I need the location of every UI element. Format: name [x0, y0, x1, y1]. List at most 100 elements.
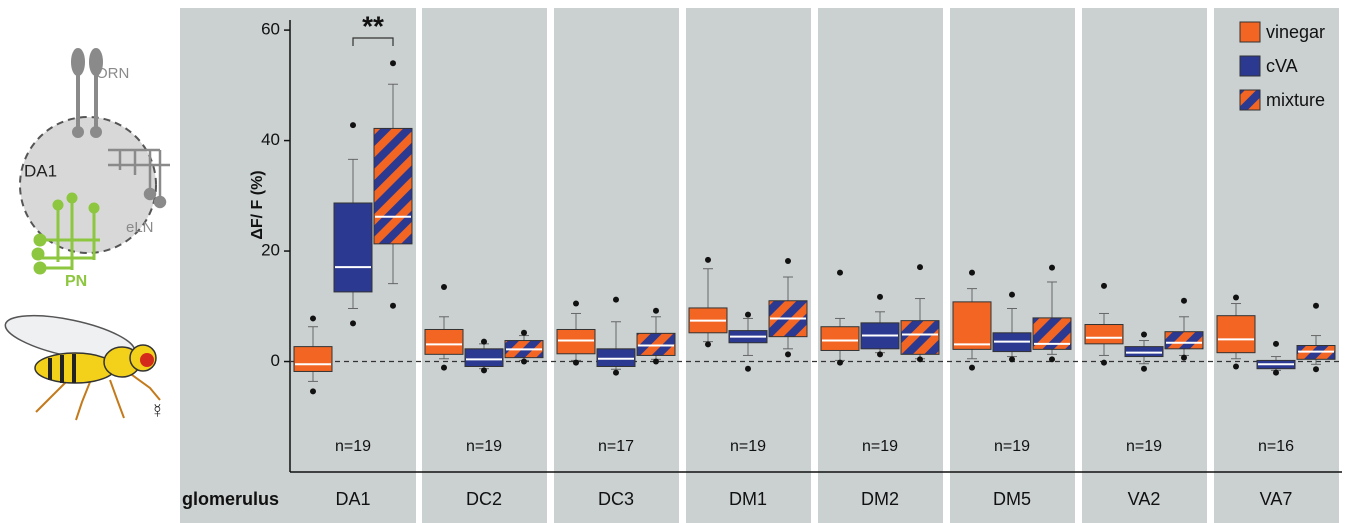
outlier-dot — [390, 303, 396, 309]
legend-swatch — [1240, 90, 1260, 110]
n-label: n=17 — [598, 438, 634, 455]
legend-swatch — [1240, 56, 1260, 76]
x-tick-label: VA2 — [1128, 489, 1161, 509]
n-label: n=19 — [730, 438, 766, 455]
outlier-dot — [705, 341, 711, 347]
box — [334, 203, 372, 292]
outlier-dot — [1141, 366, 1147, 372]
n-label: n=19 — [862, 438, 898, 455]
outlier-dot — [1141, 331, 1147, 337]
box — [597, 349, 635, 367]
outlier-dot — [745, 312, 751, 318]
box — [901, 321, 939, 355]
y-tick-label: 20 — [261, 241, 280, 260]
outlier-dot — [390, 60, 396, 66]
outlier-dot — [969, 270, 975, 276]
figure: ORN DA1 eLN PN ☿ 0204060ΔF/ F (%)glomeru… — [0, 0, 1350, 523]
outlier-dot — [1313, 303, 1319, 309]
x-tick-label: DC3 — [598, 489, 634, 509]
x-tick-label: VA7 — [1260, 489, 1293, 509]
box — [953, 302, 991, 350]
outlier-dot — [573, 301, 579, 307]
group-panel — [180, 8, 416, 523]
box — [821, 327, 859, 351]
box — [1125, 347, 1163, 357]
y-tick-label: 40 — [261, 130, 280, 149]
n-label: n=19 — [466, 438, 502, 455]
outlier-dot — [573, 360, 579, 366]
n-label: n=19 — [994, 438, 1030, 455]
outlier-dot — [1009, 292, 1015, 298]
pn-label: PN — [65, 273, 87, 290]
eln-label: eLN — [126, 219, 154, 236]
x-tick-label: DM5 — [993, 489, 1031, 509]
box — [465, 349, 503, 367]
y-tick-label: 0 — [271, 351, 280, 370]
outlier-dot — [877, 294, 883, 300]
outlier-dot — [1273, 341, 1279, 347]
outlier-dot — [481, 367, 487, 373]
outlier-dot — [1233, 363, 1239, 369]
n-label: n=19 — [1126, 438, 1162, 455]
outlier-dot — [785, 351, 791, 357]
legend-swatch — [1240, 22, 1260, 42]
legend-label: vinegar — [1266, 22, 1325, 42]
x-tick-label: DC2 — [466, 489, 502, 509]
outlier-dot — [350, 122, 356, 128]
x-tick-label: DA1 — [335, 489, 370, 509]
outlier-dot — [705, 257, 711, 263]
outlier-dot — [310, 388, 316, 394]
group-axis-label: glomerulus — [182, 489, 279, 509]
sex-symbol: ☿ — [150, 400, 165, 422]
outlier-dot — [350, 320, 356, 326]
outlier-dot — [1101, 283, 1107, 289]
n-label: n=19 — [335, 438, 371, 455]
outlier-dot — [653, 359, 659, 365]
outlier-dot — [481, 339, 487, 345]
outlier-dot — [1313, 366, 1319, 372]
n-label: n=16 — [1258, 438, 1294, 455]
outlier-dot — [1049, 356, 1055, 362]
box — [374, 128, 412, 243]
outlier-dot — [653, 308, 659, 314]
outlier-dot — [1009, 356, 1015, 362]
box — [294, 347, 332, 372]
outlier-dot — [310, 315, 316, 321]
box — [1085, 325, 1123, 344]
outlier-dot — [521, 359, 527, 365]
outlier-dot — [1101, 360, 1107, 366]
outlier-dot — [837, 360, 843, 366]
y-axis-title: ΔF/ F (%) — [249, 170, 266, 239]
box — [425, 329, 463, 354]
x-tick-label: DM2 — [861, 489, 899, 509]
outlier-dot — [837, 270, 843, 276]
outlier-dot — [521, 330, 527, 336]
fly-drawing — [2, 307, 160, 420]
outlier-dot — [785, 258, 791, 264]
schematic: ORN DA1 eLN PN ☿ — [2, 50, 170, 422]
outlier-dot — [877, 351, 883, 357]
orn-label: ORN — [96, 65, 129, 82]
outlier-dot — [1273, 370, 1279, 376]
outlier-dot — [613, 370, 619, 376]
box — [1165, 332, 1203, 349]
box — [637, 333, 675, 355]
outlier-dot — [917, 264, 923, 270]
legend-label: mixture — [1266, 90, 1325, 110]
box — [1217, 316, 1255, 353]
outlier-dot — [1181, 298, 1187, 304]
outlier-dot — [745, 366, 751, 372]
outlier-dot — [1181, 355, 1187, 361]
outlier-dot — [917, 356, 923, 362]
x-tick-label: DM1 — [729, 489, 767, 509]
outlier-dot — [441, 365, 447, 371]
outlier-dot — [441, 284, 447, 290]
box — [557, 329, 595, 353]
legend-label: cVA — [1266, 56, 1298, 76]
glomerulus-name: DA1 — [24, 161, 57, 180]
outlier-dot — [1049, 265, 1055, 271]
outlier-dot — [1233, 294, 1239, 300]
significance-label: ** — [362, 10, 384, 41]
outlier-dot — [969, 365, 975, 371]
